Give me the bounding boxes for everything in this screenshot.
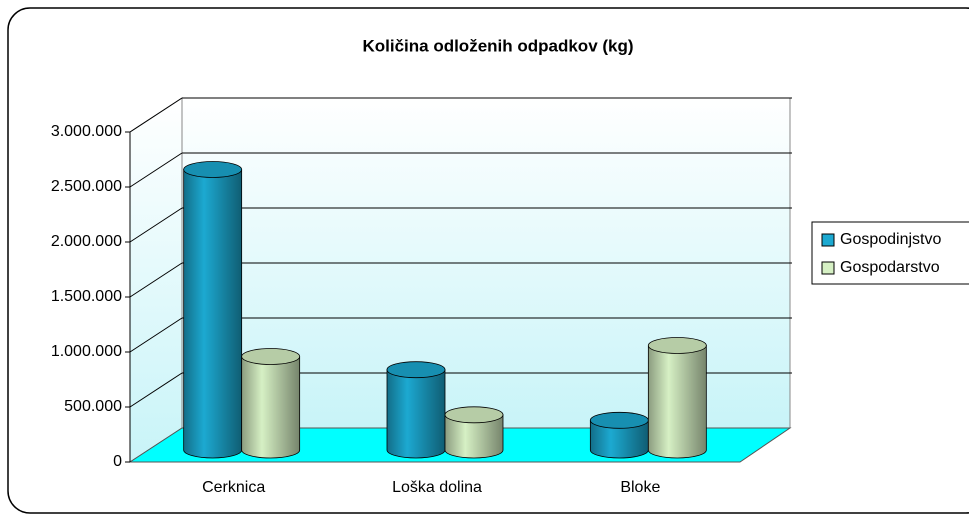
cylinder-top (444, 406, 504, 424)
cylinder (386, 361, 446, 459)
cylinder-shade (445, 414, 503, 458)
cylinder-top-shade (648, 337, 707, 354)
cylinder-shade (387, 369, 445, 458)
cylinder (444, 406, 504, 459)
y-tick-label: 0 (113, 453, 122, 470)
cylinder-top-shade (183, 161, 242, 178)
cylinder-shade (241, 356, 300, 458)
legend-swatch (821, 233, 835, 247)
y-tick-label: 3.000.000 (51, 123, 122, 140)
cylinder-top-shade (590, 412, 649, 429)
grid-line (129, 317, 183, 353)
y-tick-label: 1.500.000 (51, 288, 122, 305)
cylinder-shade (590, 420, 649, 458)
y-tick-label: 2.000.000 (51, 233, 122, 250)
cylinder (647, 337, 707, 459)
cylinder-top (183, 161, 243, 178)
cylinder-top (386, 361, 446, 379)
grid-line (129, 97, 183, 133)
cylinder (241, 348, 301, 459)
y-tick-label: 2.500.000 (51, 178, 122, 195)
cylinder-top (241, 348, 301, 365)
legend (811, 221, 969, 285)
cylinder-shade (183, 169, 242, 458)
y-tick-label: 1.000.000 (51, 343, 122, 360)
cylinder (183, 161, 243, 459)
cylinder-top-shade (445, 406, 503, 423)
cylinder-top-shade (241, 348, 300, 365)
chart-title: Količina odloženih odpadkov (kg) (362, 36, 633, 55)
y-tick-label: 500.000 (64, 398, 122, 415)
cylinder-top-shade (387, 361, 445, 378)
x-tick-label: Cerknica (202, 479, 265, 496)
cylinder-top (647, 337, 707, 354)
x-tick-label: Bloke (620, 479, 660, 496)
legend-label: Gospodinjstvo (840, 231, 941, 248)
legend-label: Gospodarstvo (840, 259, 940, 276)
x-tick-label: Loška dolina (392, 479, 482, 496)
grid-line (129, 372, 183, 408)
cylinder-shade (648, 345, 707, 458)
grid-line (129, 152, 183, 188)
cylinder (589, 411, 649, 459)
grid-line (129, 207, 183, 243)
legend-swatch (821, 261, 835, 275)
grid-line (129, 262, 183, 298)
